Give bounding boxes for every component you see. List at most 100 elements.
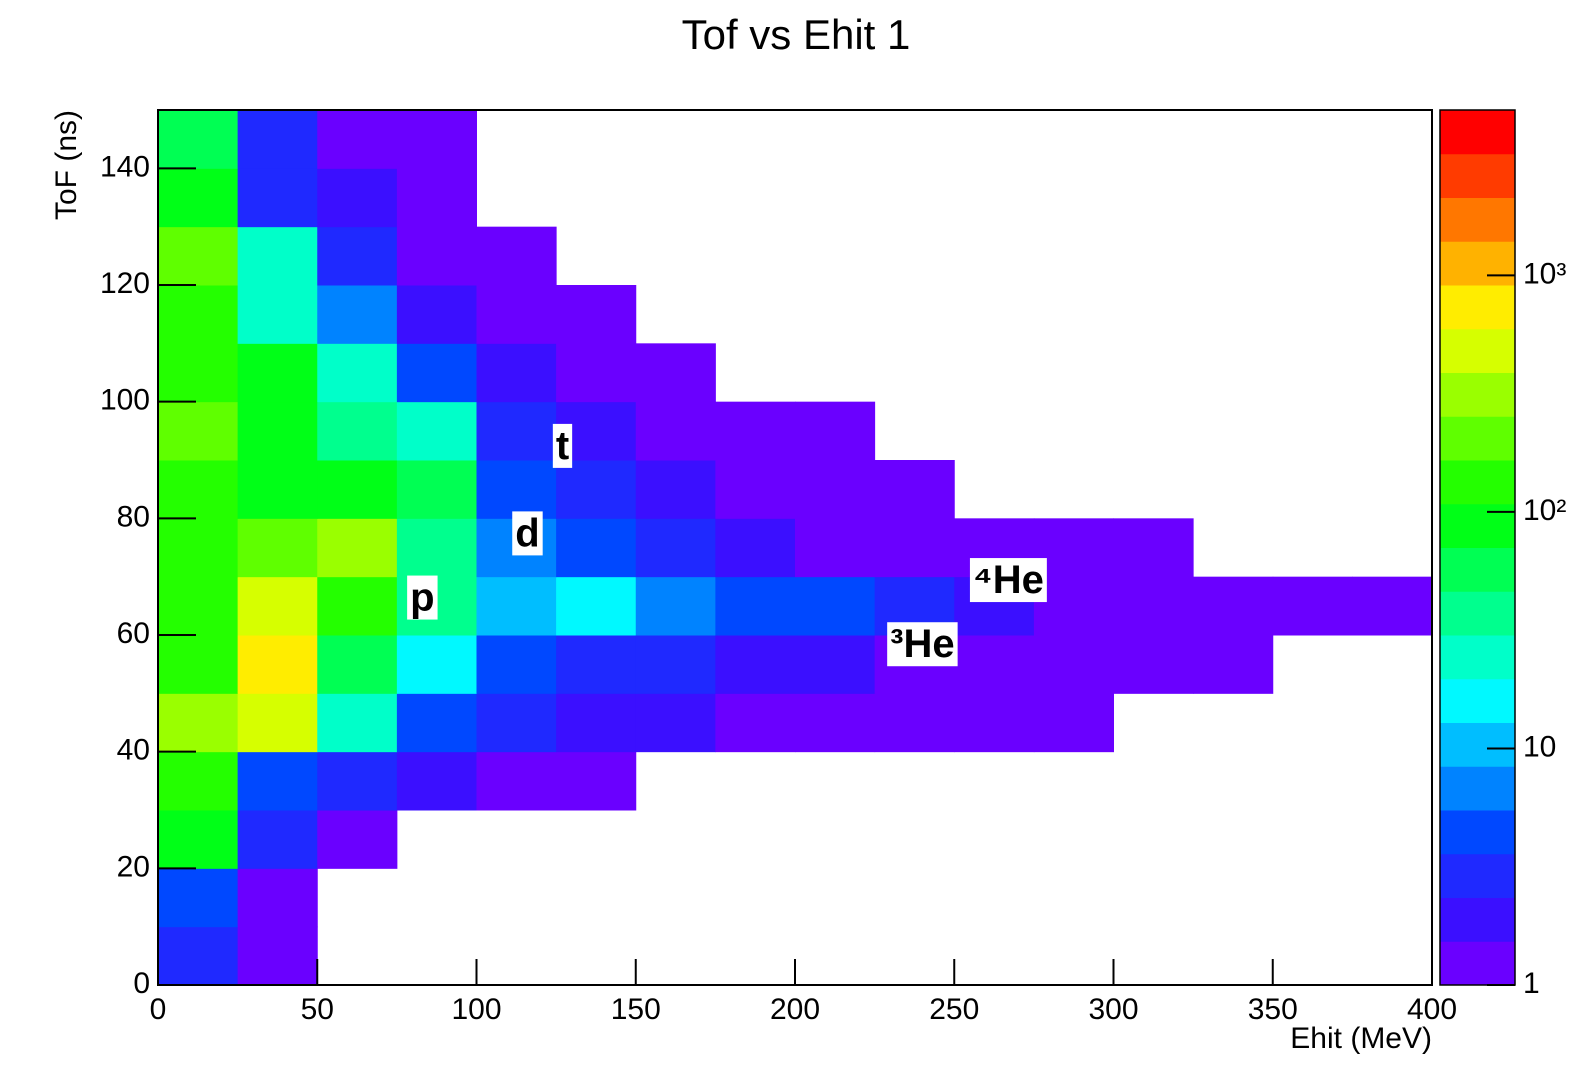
x-tick-label: 250 — [929, 993, 979, 1026]
x-tick-label: 200 — [770, 993, 820, 1026]
y-axis-label: ToF (ns) — [50, 110, 83, 220]
color-level — [1440, 591, 1515, 636]
heat-cell — [795, 401, 876, 461]
color-level — [1440, 810, 1515, 855]
heat-cell — [237, 693, 318, 753]
x-tick-label: 50 — [301, 993, 334, 1026]
x-tick-label: 150 — [611, 993, 661, 1026]
heat-cell — [237, 285, 318, 344]
heat-cell — [396, 518, 477, 578]
heat-cell — [237, 518, 318, 578]
heat-cell — [715, 576, 796, 636]
heat-cell — [317, 110, 398, 169]
heat-cell — [158, 460, 239, 519]
heat-cell — [317, 285, 398, 344]
x-tick-label: 0 — [150, 993, 167, 1026]
color-level — [1440, 372, 1515, 417]
heat-cell — [556, 518, 637, 578]
annotation: p — [410, 576, 434, 620]
heat-cell — [158, 401, 239, 461]
color-level — [1440, 153, 1515, 198]
annotation-box — [552, 423, 573, 468]
heat-cell — [476, 693, 557, 753]
heat-cell — [1113, 635, 1194, 694]
heat-cell — [1193, 576, 1274, 636]
annotation: d — [515, 511, 539, 555]
heat-cell — [1352, 576, 1433, 636]
heat-cell — [635, 576, 716, 636]
heat-cell — [795, 460, 876, 519]
heat-cell — [1033, 576, 1114, 636]
heat-cell — [556, 576, 637, 636]
y-tick-label: 80 — [117, 500, 150, 533]
heat-cell — [635, 460, 716, 519]
heat-cell — [158, 285, 239, 344]
color-level — [1440, 897, 1515, 942]
heat-cell — [317, 460, 398, 519]
heat-cell — [954, 635, 1035, 694]
heat-cell — [795, 518, 876, 578]
color-level — [1440, 285, 1515, 330]
x-tick-label: 400 — [1407, 993, 1457, 1026]
x-tick-label: 350 — [1248, 993, 1298, 1026]
heat-cell — [635, 635, 716, 694]
heat-cell — [158, 168, 239, 228]
y-tick-label: 120 — [100, 267, 150, 300]
y-tick-label: 40 — [117, 734, 150, 767]
heat-cell — [237, 868, 318, 928]
y-tick-label: 20 — [117, 850, 150, 883]
heat-cell — [158, 926, 239, 986]
heat-cell — [1113, 576, 1194, 636]
heat-cell — [476, 226, 557, 286]
color-level — [1440, 722, 1515, 767]
heat-cell — [1033, 518, 1114, 578]
z-tick-label: 1 — [1523, 967, 1540, 1000]
heat-cell — [556, 635, 637, 694]
annotation-box — [407, 575, 438, 620]
y-tick-label: 140 — [100, 150, 150, 183]
color-level — [1440, 197, 1515, 242]
heat-cell — [954, 693, 1035, 753]
heat-cell — [635, 401, 716, 461]
heat-cell — [556, 343, 637, 403]
heat-cell — [476, 460, 557, 519]
heat-cell — [317, 168, 398, 228]
heat-cell — [795, 635, 876, 694]
heat-cell — [317, 751, 398, 811]
heat-cell — [715, 460, 796, 519]
heat-cell — [476, 401, 557, 461]
heat-cell — [635, 343, 716, 403]
heat-cell — [317, 693, 398, 753]
heat-cell — [158, 576, 239, 636]
heat-cell — [237, 110, 318, 169]
color-level — [1440, 941, 1515, 986]
heat-cell — [237, 751, 318, 811]
heat-cell — [158, 635, 239, 694]
color-level — [1440, 678, 1515, 723]
annotation-box — [887, 622, 958, 667]
palette-frame — [1439, 109, 1516, 986]
annotation: t — [556, 424, 569, 468]
heat-cell — [635, 693, 716, 753]
heat-cell — [1033, 635, 1114, 694]
heat-cell — [1193, 635, 1274, 694]
heat-cell — [158, 343, 239, 403]
heat-cell — [715, 635, 796, 694]
chart-title: Tof vs Ehit 1 — [682, 11, 911, 58]
color-level — [1440, 110, 1515, 155]
heat-cell — [1113, 518, 1194, 578]
heat-cell — [715, 518, 796, 578]
heat-cell — [158, 226, 239, 286]
heat-cell — [317, 343, 398, 403]
color-level — [1440, 766, 1515, 811]
color-level — [1440, 328, 1515, 373]
heat-cell — [556, 751, 637, 811]
heat-cell — [795, 576, 876, 636]
x-tick-label: 100 — [451, 993, 501, 1026]
x-tick-label: 300 — [1088, 993, 1138, 1026]
heat-cell — [317, 635, 398, 694]
heat-cell — [158, 693, 239, 753]
color-level — [1440, 853, 1515, 898]
heat-cell — [556, 285, 637, 344]
